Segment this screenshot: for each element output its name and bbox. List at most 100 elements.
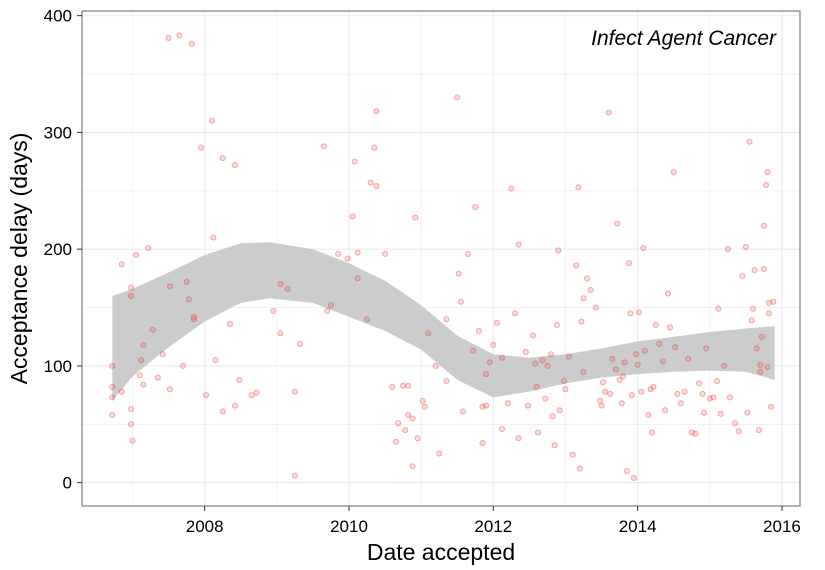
data-point [746, 138, 753, 145]
data-point [578, 318, 585, 325]
data-point [210, 234, 217, 241]
y-axis: 0 100 200 300 400 [44, 7, 82, 493]
data-point [544, 362, 551, 369]
scatter-points [109, 32, 777, 481]
data-point [454, 94, 461, 101]
data-point [640, 244, 647, 251]
data-point [750, 305, 757, 312]
data-point [535, 429, 542, 436]
data-point [335, 250, 342, 257]
data-point [277, 281, 284, 288]
confidence-band-area [112, 242, 775, 401]
data-point [128, 292, 135, 299]
data-point [425, 330, 432, 337]
data-point [212, 357, 219, 364]
data-point [118, 388, 125, 395]
data-point [530, 332, 537, 339]
data-point [320, 143, 327, 150]
data-point [616, 376, 623, 383]
data-point [511, 310, 518, 317]
data-point [400, 382, 407, 389]
data-point [284, 285, 291, 292]
data-point [770, 298, 777, 305]
data-point [145, 244, 152, 251]
data-point [248, 392, 255, 399]
data-point [109, 411, 116, 418]
data-point [549, 413, 556, 420]
data-point [515, 435, 522, 442]
data-point [592, 304, 599, 311]
data-point [154, 374, 161, 381]
data-point [277, 330, 284, 337]
data-point [149, 326, 156, 333]
data-point [739, 273, 746, 280]
data-point [533, 383, 540, 390]
data-point [190, 313, 197, 320]
data-point [498, 354, 505, 361]
data-point [532, 360, 539, 367]
data-point [414, 435, 421, 442]
data-point [208, 117, 215, 124]
data-point [587, 287, 594, 294]
data-point [539, 357, 546, 364]
grid [82, 11, 800, 506]
data-point [662, 407, 669, 414]
data-point [575, 184, 582, 191]
data-point [140, 341, 147, 348]
data-point [672, 344, 679, 351]
data-point [421, 403, 428, 410]
data-point [412, 214, 419, 221]
data-point [764, 364, 771, 371]
data-point [763, 181, 770, 188]
data-point [136, 372, 143, 379]
data-point [735, 428, 742, 435]
data-point [656, 340, 663, 347]
data-point [628, 392, 635, 399]
data-point [198, 144, 205, 151]
data-point [670, 169, 677, 176]
data-point [493, 319, 500, 326]
data-point [548, 351, 555, 358]
data-point [607, 390, 614, 397]
y-tick-label: 300 [44, 123, 72, 142]
data-point [324, 308, 331, 315]
data-point [620, 373, 627, 380]
data-point [382, 250, 389, 257]
data-point [443, 378, 450, 385]
data-point [674, 390, 681, 397]
data-point [486, 359, 493, 366]
data-point [757, 361, 764, 368]
data-point [757, 368, 764, 375]
data-point [597, 397, 604, 404]
data-point [542, 395, 549, 402]
data-point [768, 403, 775, 410]
data-point [128, 421, 135, 428]
data-point [765, 299, 772, 306]
data-point [717, 410, 724, 417]
data-point [715, 305, 722, 312]
data-point [753, 345, 760, 352]
data-point [562, 386, 569, 393]
data-point [109, 383, 116, 390]
data-point [479, 439, 486, 446]
data-point [664, 290, 671, 297]
data-point [236, 376, 243, 383]
data-point [409, 415, 416, 422]
data-point [371, 144, 378, 151]
data-point [479, 403, 486, 410]
data-point [647, 386, 654, 393]
data-point [432, 362, 439, 369]
data-point [483, 371, 490, 378]
data-point [296, 340, 303, 347]
data-point [650, 383, 657, 390]
data-point [721, 362, 728, 369]
data-point [522, 348, 529, 355]
data-point [483, 402, 490, 409]
data-point [270, 308, 277, 315]
data-point [180, 362, 187, 369]
data-point [409, 463, 416, 470]
data-point [551, 442, 558, 449]
data-point [176, 32, 183, 39]
x-tick-label: 2008 [186, 517, 224, 536]
data-point [580, 295, 587, 302]
